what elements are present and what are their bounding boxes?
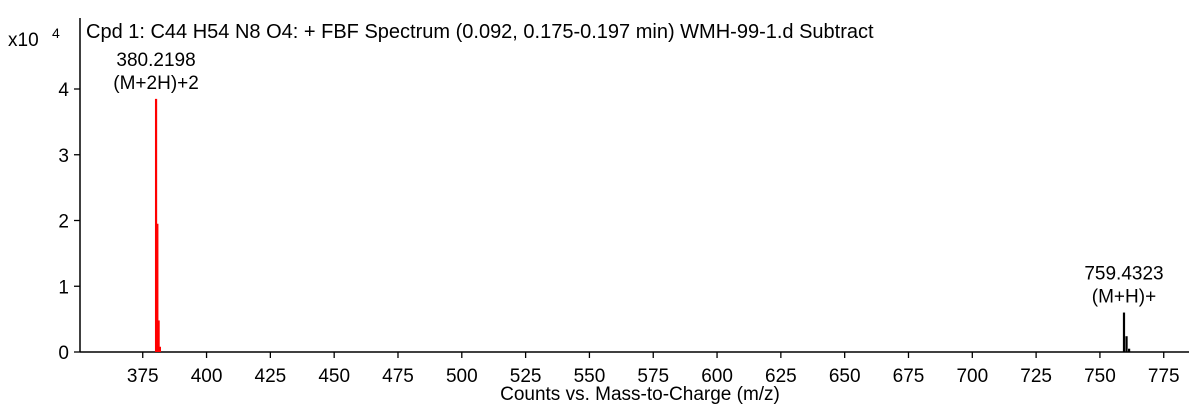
- x-tick-label: 600: [701, 366, 733, 387]
- x-tick-label: 475: [382, 366, 414, 387]
- y-tick-label: 3: [58, 146, 69, 167]
- x-tick-label: 650: [829, 366, 861, 387]
- peak-annotation-label: (M+2H)+2: [113, 73, 199, 94]
- x-tick-label: 675: [893, 366, 925, 387]
- y-tick-label: 4: [58, 80, 69, 101]
- axes: 0 1 2 3 4 375 400 425 450 475 500 525 550 575 600 625 65…: [58, 18, 1189, 387]
- y-scale-exponent: 4: [52, 25, 60, 41]
- x-tick-label: 700: [956, 366, 988, 387]
- y-tick-label: 0: [58, 343, 69, 364]
- y-tick-label: 1: [58, 277, 69, 298]
- x-tick-label: 750: [1084, 366, 1116, 387]
- x-tick-label: 575: [637, 366, 669, 387]
- chart-title: Cpd 1: C44 H54 N8 O4: + FBF Spectrum (0.…: [86, 21, 874, 43]
- x-tick-label: 500: [446, 366, 478, 387]
- peak-annotations: 380.2198(M+2H)+2 759.4323(M+H)+: [113, 50, 1163, 308]
- spectrum-peaks: [154, 98, 1131, 352]
- peak-annotation-label: 380.2198: [116, 50, 195, 71]
- x-tick-label: 400: [191, 366, 223, 387]
- x-tick-label: 450: [318, 366, 350, 387]
- peak-annotation-label: (M+H)+: [1092, 287, 1156, 308]
- x-tick-label: 550: [574, 366, 606, 387]
- x-axis-label: Counts vs. Mass-to-Charge (m/z): [500, 384, 780, 405]
- y-scale-label: x10: [8, 30, 39, 51]
- x-tick-label: 375: [127, 366, 159, 387]
- x-tick-label: 525: [510, 366, 542, 387]
- y-tick-label: 2: [58, 212, 69, 233]
- x-tick-label: 625: [765, 366, 797, 387]
- x-tick-label: 725: [1020, 366, 1052, 387]
- peak-annotation-label: 759.4323: [1084, 264, 1163, 285]
- x-tick-label: 775: [1148, 366, 1180, 387]
- x-tick-label: 425: [255, 366, 287, 387]
